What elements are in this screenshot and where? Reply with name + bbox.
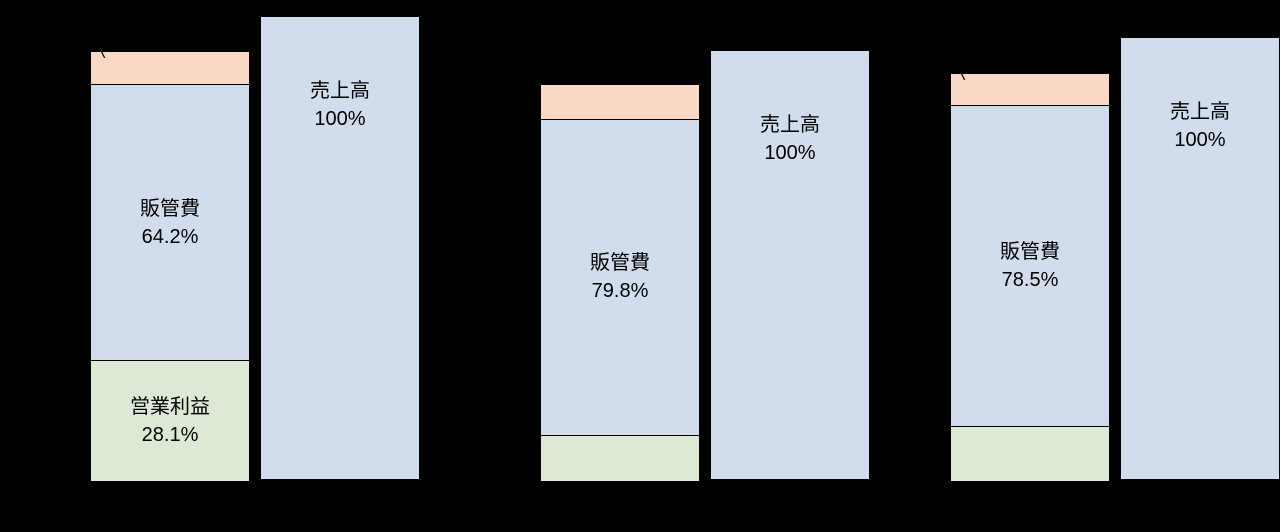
revenue-column: 売上高100% (260, 16, 420, 480)
segment-eigyo (951, 426, 1109, 481)
revenue-value: 100% (1174, 126, 1225, 154)
segment-label: 販管費 (140, 195, 200, 223)
segment-label: 販管費 (590, 249, 650, 277)
segment-label: 販管費 (1000, 238, 1060, 266)
panel-2: ╲販管費78.5% 売上高100% (950, 50, 1280, 480)
revenue-label: 売上高 (1170, 98, 1230, 126)
revenue-value: 100% (314, 105, 365, 133)
panel-1: 販管費79.8%売上高100% (540, 50, 870, 480)
segment-genka (91, 51, 249, 84)
segment-value: 78.5% (1002, 266, 1059, 294)
segment-genka (951, 73, 1109, 106)
chart-stage: ╲販管費64.2%営業利益28.1%売上高100%販管費79.8%売上高100%… (0, 0, 1280, 532)
segment-label: 営業利益 (130, 393, 210, 421)
segment-genka (541, 85, 699, 119)
revenue-value: 100% (764, 139, 815, 167)
cost-stack: 販管費79.8% (540, 84, 700, 480)
segment-eigyo: 営業利益28.1% (91, 360, 249, 481)
segment-value: 28.1% (142, 421, 199, 449)
revenue-column: 売上高100% (710, 50, 870, 480)
cost-stack: ╲販管費64.2%営業利益28.1% (90, 50, 250, 480)
revenue-column: 売上高100% (1120, 37, 1280, 480)
panel-0: ╲販管費64.2%営業利益28.1%売上高100% (90, 50, 420, 480)
cost-stack: ╲販管費78.5% (950, 72, 1110, 481)
revenue-label: 売上高 (760, 111, 820, 139)
segment-value: 64.2% (142, 223, 199, 251)
segment-hankan: 販管費64.2% (91, 84, 249, 360)
revenue-label: 売上高 (310, 77, 370, 105)
segment-hankan: 販管費78.5% (951, 105, 1109, 426)
segment-value: 79.8% (592, 277, 649, 305)
segment-hankan: 販管費79.8% (541, 119, 699, 435)
segment-eigyo (541, 435, 699, 481)
